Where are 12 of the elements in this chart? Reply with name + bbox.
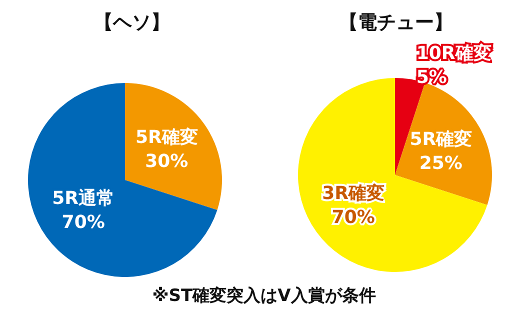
slice-label: 5R確変 bbox=[410, 129, 472, 150]
data-label: 25% bbox=[419, 153, 462, 174]
slice-label: 5R通常 bbox=[52, 188, 115, 209]
chart-title: 【電チュー】 bbox=[339, 12, 453, 34]
slice-label: 3R確変 bbox=[322, 182, 385, 204]
text: ※ST確変突入はV入賞が条件 bbox=[151, 285, 377, 307]
data-label: 70% bbox=[332, 206, 375, 228]
data-label: 30% bbox=[145, 151, 188, 172]
slice-label: 10R確変 bbox=[416, 42, 492, 64]
data-label: 70% bbox=[62, 212, 105, 233]
slice-label: 5R確変 bbox=[135, 127, 198, 148]
chart-title: 【ヘソ】 bbox=[94, 12, 170, 34]
